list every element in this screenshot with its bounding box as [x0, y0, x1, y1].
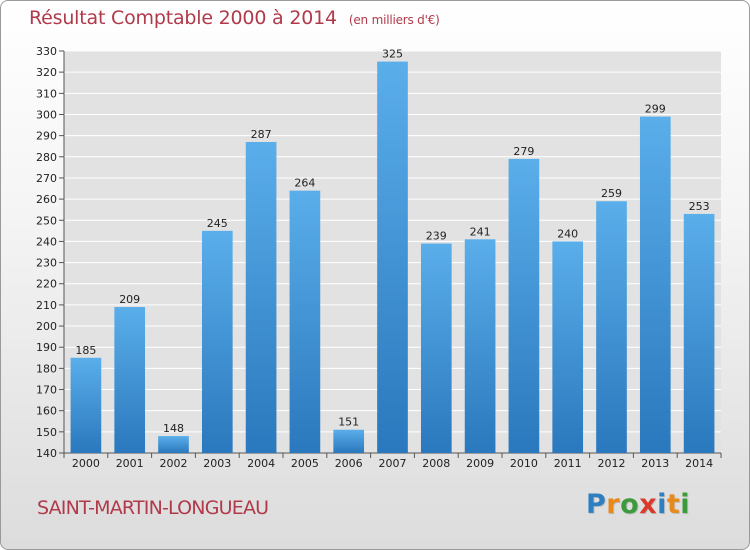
y-tick-label: 290: [36, 130, 57, 143]
y-tick-label: 220: [36, 278, 57, 291]
data-label: 151: [338, 416, 359, 429]
data-label: 259: [601, 187, 622, 200]
proxiti-logo: Proxiti: [586, 489, 690, 520]
bar: [552, 241, 584, 453]
y-tick-label: 160: [36, 405, 57, 418]
x-tick-label: 2007: [379, 457, 407, 470]
bar: [639, 116, 671, 453]
y-tick-label: 190: [36, 341, 57, 354]
x-tick-label: 2003: [203, 457, 231, 470]
bar: [70, 357, 102, 453]
x-tick-label: 2005: [291, 457, 319, 470]
x-tick-label: 2000: [72, 457, 100, 470]
y-tick-label: 330: [36, 45, 57, 58]
x-tick-label: 2006: [335, 457, 363, 470]
bar: [245, 141, 277, 453]
logo-letter: x: [639, 489, 658, 520]
bar: [683, 213, 715, 453]
x-tick-label: 2014: [685, 457, 713, 470]
y-tick-label: 200: [36, 320, 57, 333]
y-tick-label: 310: [36, 87, 57, 100]
data-label: 209: [119, 293, 140, 306]
y-tick-label: 280: [36, 151, 57, 164]
data-label: 279: [513, 145, 534, 158]
bar: [596, 201, 627, 453]
logo-letter: o: [620, 489, 640, 520]
y-tick-label: 230: [36, 257, 57, 270]
bar: [289, 190, 321, 454]
unit-label: (en milliers d'€): [348, 13, 440, 27]
bar: [158, 436, 189, 453]
y-tick-label: 250: [36, 214, 57, 227]
x-tick-label: 2010: [510, 457, 538, 470]
y-tick-label: 140: [36, 447, 57, 460]
data-label: 245: [207, 217, 228, 230]
y-tick-label: 270: [36, 172, 57, 185]
logo-letter: i: [680, 489, 691, 520]
logo-letter: r: [606, 489, 621, 520]
data-label: 299: [645, 103, 666, 116]
y-tick-label: 240: [36, 235, 57, 248]
logo-letter: i: [657, 489, 667, 520]
data-label: 241: [470, 225, 491, 238]
x-tick-label: 2009: [466, 457, 494, 470]
y-tick-label: 320: [36, 66, 57, 79]
bar: [508, 158, 540, 453]
data-label: 253: [689, 200, 710, 213]
logo-letter: P: [586, 489, 607, 520]
data-label: 264: [294, 177, 315, 190]
data-label: 185: [75, 344, 96, 357]
x-tick-label: 2008: [422, 457, 450, 470]
x-tick-label: 2004: [247, 457, 275, 470]
data-label: 325: [382, 48, 403, 61]
bar: [114, 307, 146, 453]
logo-letter: t: [666, 489, 681, 520]
title-text: Résultat Comptable 2000 à 2014: [29, 7, 337, 29]
y-tick-label: 260: [36, 193, 57, 206]
x-tick-label: 2002: [160, 457, 188, 470]
data-label: 287: [251, 128, 272, 141]
x-tick-label: 2012: [598, 457, 626, 470]
bar: [464, 239, 496, 453]
bar: [333, 429, 365, 453]
bar: [201, 230, 233, 453]
y-tick-label: 300: [36, 108, 57, 121]
y-tick-label: 210: [36, 299, 57, 312]
data-label: 148: [163, 422, 184, 435]
y-tick-label: 150: [36, 426, 57, 439]
y-tick-label: 170: [36, 384, 57, 397]
x-tick-label: 2011: [554, 457, 582, 470]
x-tick-label: 2001: [116, 457, 144, 470]
bar: [420, 243, 452, 453]
y-tick-label: 180: [36, 362, 57, 375]
data-label: 239: [426, 230, 447, 243]
chart-title: Résultat Comptable 2000 à 2014 (en millie…: [29, 7, 440, 29]
x-tick-label: 2013: [641, 457, 669, 470]
commune-name: SAINT-MARTIN-LONGUEAU: [37, 497, 269, 519]
bar: [377, 61, 408, 453]
data-label: 240: [557, 227, 578, 240]
